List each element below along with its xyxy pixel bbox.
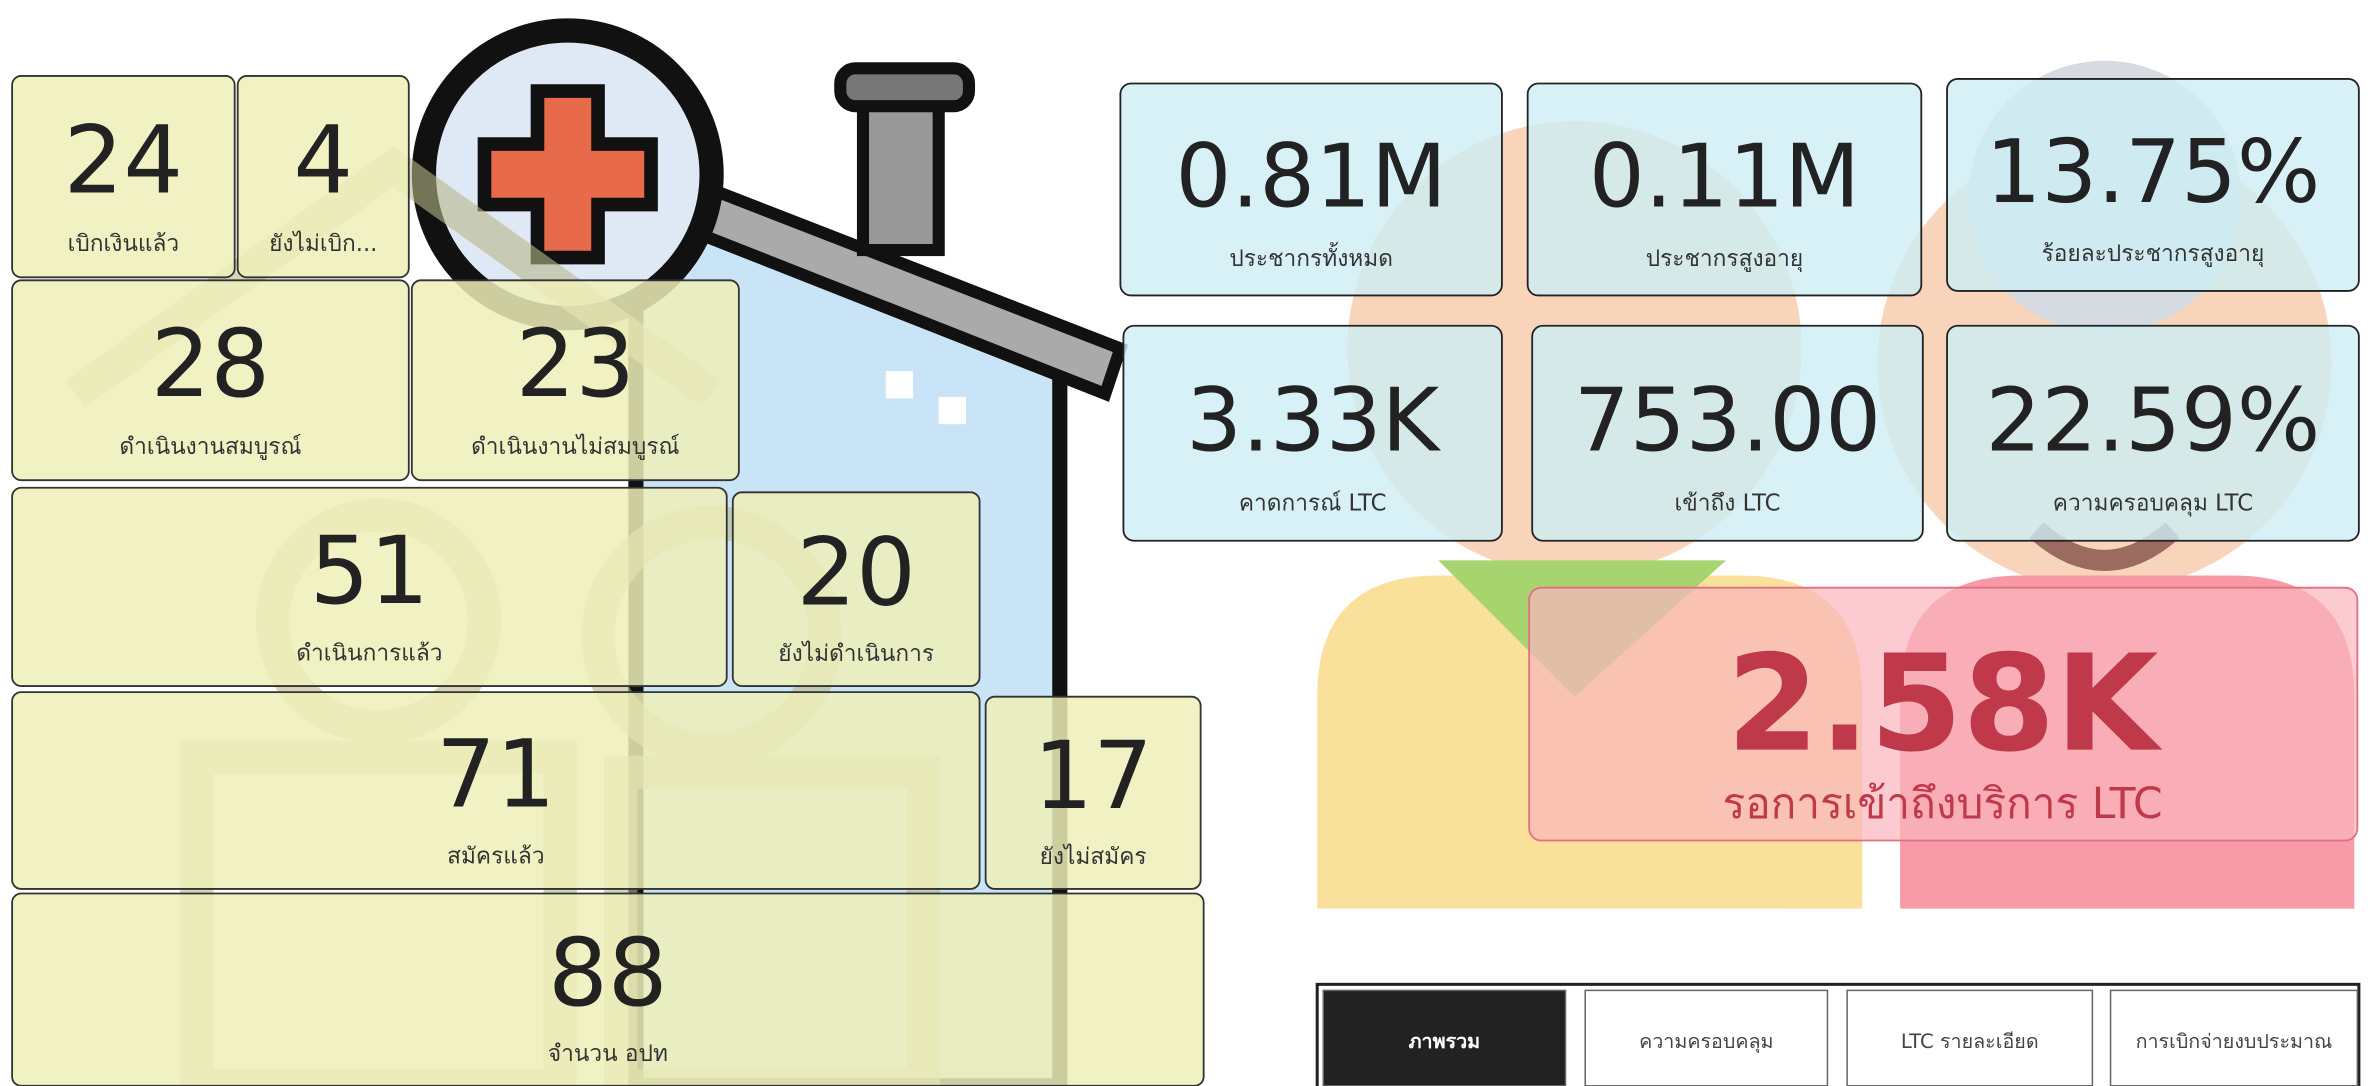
highlight-label: รอการเข้าถึงบริการ LTC xyxy=(1722,779,2162,828)
card-label: ยังไม่เบิก... xyxy=(269,230,377,257)
card-label: ความครอบคลุม LTC xyxy=(2053,491,2253,517)
card-value: 0.81M xyxy=(1176,124,1447,227)
card-label: ดำเนินงานสมบูรณ์ xyxy=(119,433,301,460)
tab-label[interactable]: การเบิกจ่ายงบประมาณ xyxy=(2136,1030,2333,1053)
card-label: เข้าถึง LTC xyxy=(1675,491,1781,517)
page: {"left_cards": [ {"value": 24, "label": … xyxy=(0,0,2374,1086)
card-label: ยังไม่สมัคร xyxy=(1040,843,1147,870)
card-label: ร้อยละประชากรสูงอายุ xyxy=(2042,241,2265,267)
card-label: ดำเนินงานไม่สมบูรณ์ xyxy=(471,433,680,460)
card-value: 23 xyxy=(516,310,635,419)
card-label: จำนวน อปท xyxy=(548,1041,668,1067)
card-value: 71 xyxy=(436,720,555,829)
card-value: 753.00 xyxy=(1574,368,1881,471)
card-value: 24 xyxy=(64,107,183,216)
card-label: ประชากรทั้งหมด xyxy=(1229,242,1393,272)
card-value: 51 xyxy=(310,517,429,626)
card-value: 4 xyxy=(293,107,353,216)
card-label: ประชากรสูงอายุ xyxy=(1646,246,1804,272)
tab-label[interactable]: ภาพรวม xyxy=(1409,1030,1481,1053)
card-label: สมัครแล้ว xyxy=(447,843,545,869)
highlight-value: 2.58K xyxy=(1727,627,2164,782)
card-value: 28 xyxy=(151,310,270,419)
card-value: 13.75% xyxy=(1986,120,2321,223)
card-value: 3.33K xyxy=(1186,368,1441,471)
dashboard: 24 เบิกเงินแล้ว 4 ยังไม่เบิก... 28 ดำเนินงานส… xyxy=(0,0,2374,1086)
card-value: 0.11M xyxy=(1589,124,1860,227)
card-value: 20 xyxy=(796,519,915,628)
card-label: คาดการณ์ LTC xyxy=(1239,490,1387,517)
card-label: ยังไม่ดำเนินการ xyxy=(778,640,934,667)
card-label: เบิกเงินแล้ว xyxy=(68,231,180,257)
tab-label[interactable]: ความครอบคลุม xyxy=(1639,1030,1773,1054)
card-value: 22.59% xyxy=(1986,368,2321,471)
card-label: ดำเนินการแล้ว xyxy=(296,640,442,666)
card-value: 17 xyxy=(1033,722,1152,831)
tab-label[interactable]: LTC รายละเอียด xyxy=(1901,1030,2039,1053)
card-value: 88 xyxy=(548,919,667,1028)
